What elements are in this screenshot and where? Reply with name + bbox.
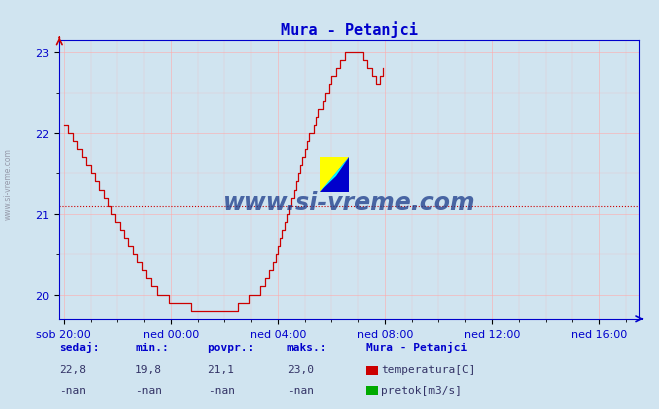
Polygon shape	[320, 157, 349, 192]
Text: Mura - Petanjci: Mura - Petanjci	[366, 341, 467, 352]
Text: -nan: -nan	[287, 384, 314, 395]
Text: 19,8: 19,8	[135, 364, 162, 374]
Text: -nan: -nan	[135, 384, 162, 395]
Title: Mura - Petanjci: Mura - Petanjci	[281, 22, 418, 38]
Text: 23,0: 23,0	[287, 364, 314, 374]
Text: povpr.:: povpr.:	[208, 342, 255, 352]
Text: temperatura[C]: temperatura[C]	[381, 364, 475, 374]
Polygon shape	[320, 157, 349, 192]
Text: 22,8: 22,8	[59, 364, 86, 374]
Text: www.si-vreme.com: www.si-vreme.com	[223, 190, 476, 214]
Text: -nan: -nan	[59, 384, 86, 395]
Text: 21,1: 21,1	[208, 364, 235, 374]
Text: sedaj:: sedaj:	[59, 341, 100, 352]
Text: min.:: min.:	[135, 342, 169, 352]
Text: www.si-vreme.com: www.si-vreme.com	[3, 148, 13, 220]
Text: pretok[m3/s]: pretok[m3/s]	[381, 384, 462, 395]
Text: -nan: -nan	[208, 384, 235, 395]
Polygon shape	[320, 157, 349, 192]
Text: maks.:: maks.:	[287, 342, 327, 352]
